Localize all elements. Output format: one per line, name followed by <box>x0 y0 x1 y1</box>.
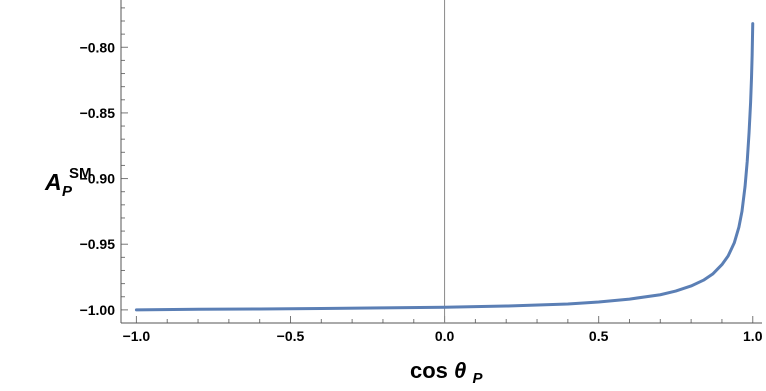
ticks-layer <box>121 7 754 324</box>
y-tick-label: −1.00 <box>80 302 116 318</box>
y-tick-label: −0.80 <box>80 39 116 55</box>
y-axis-title-base: A <box>44 169 62 195</box>
x-axis-title: cos θ P <box>410 358 483 387</box>
x-axis-title-subscript: P <box>472 370 483 387</box>
x-tick-label: 1.0 <box>743 328 763 344</box>
y-tick-label: −0.90 <box>80 171 116 187</box>
y-tick-label: −0.95 <box>80 236 116 252</box>
x-tick-label: −1.0 <box>123 328 151 344</box>
series-line <box>134 22 755 312</box>
y-axis-title-superscript: SM <box>69 165 92 182</box>
y-axis-title: A SM P <box>44 157 98 200</box>
y-tick-label: −0.85 <box>80 105 116 121</box>
x-tick-label: 0.5 <box>589 328 609 344</box>
x-axis-title-base: cos <box>410 358 448 383</box>
y-axis-title-subscript: P <box>62 183 73 200</box>
tick-labels-layer: −1.0 −0.5 0.0 0.5 1.0 −1.00 −0.95 −0.90 −0.85 −0.… <box>80 39 763 344</box>
x-tick-label: 0.0 <box>435 328 455 344</box>
x-axis-title-symbol: θ <box>454 358 466 383</box>
x-tick-label: −0.5 <box>277 328 305 344</box>
